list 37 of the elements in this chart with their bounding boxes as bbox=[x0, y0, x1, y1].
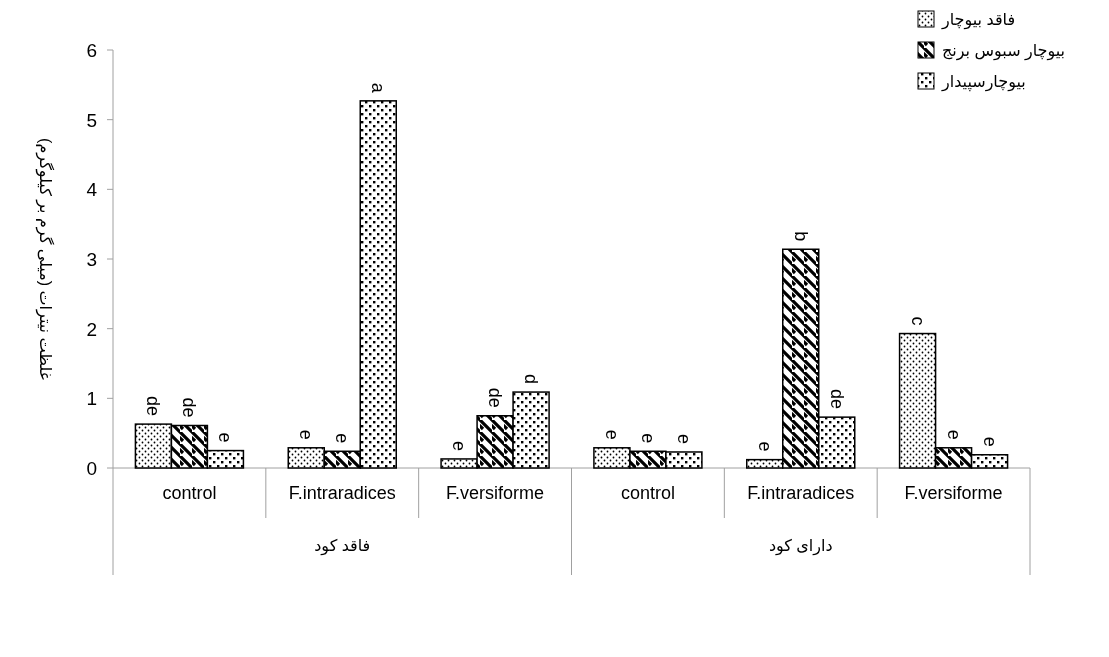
data-label: e bbox=[601, 429, 622, 440]
x-tick-label: control bbox=[620, 483, 675, 503]
text: دارای کود bbox=[768, 537, 833, 556]
data-label: e bbox=[296, 429, 317, 440]
data-label: de bbox=[485, 387, 506, 408]
x-tick-label: F.versiforme bbox=[446, 483, 545, 503]
data-label: de bbox=[179, 397, 200, 418]
data-label: de bbox=[143, 396, 164, 417]
x-tick-label: control bbox=[162, 483, 217, 503]
data-label: e bbox=[754, 441, 775, 452]
y-tick-label: 5 bbox=[86, 109, 97, 131]
y-tick-label: 6 bbox=[86, 40, 97, 61]
data-label: e bbox=[673, 433, 694, 444]
y-tick-label: 2 bbox=[86, 318, 97, 340]
data-label: e bbox=[215, 432, 236, 443]
y-axis-title: غلظت نیترات (میلی گرم بر کیلوگرم) bbox=[35, 138, 55, 380]
legend-label: بیوچار سبوس برنج bbox=[942, 42, 1066, 61]
data-label: e bbox=[449, 440, 470, 451]
data-label: e bbox=[943, 429, 964, 440]
data-label: de bbox=[826, 389, 847, 410]
data-label: d bbox=[521, 374, 542, 385]
data-label: e bbox=[332, 433, 353, 444]
y-tick-label: 0 bbox=[86, 458, 97, 479]
y-tick-label: 4 bbox=[86, 179, 98, 201]
x-tick-label: F.intraradices bbox=[288, 483, 396, 503]
data-label: a bbox=[368, 82, 389, 94]
text: فاقد کود bbox=[314, 537, 371, 556]
y-tick-label: 1 bbox=[86, 388, 97, 410]
legend-label: فاقد بیوچار bbox=[941, 11, 1016, 30]
data-label: c bbox=[907, 316, 928, 326]
x-tick-label: F.intraradices bbox=[747, 483, 855, 503]
x-tick-label: F.versiforme bbox=[904, 483, 1003, 503]
legend-label: بیوچارسپیدار bbox=[941, 73, 1026, 92]
data-label: e bbox=[637, 433, 658, 444]
y-tick-label: 3 bbox=[86, 249, 97, 270]
data-label: e bbox=[979, 436, 1000, 447]
data-label: b bbox=[790, 231, 811, 242]
